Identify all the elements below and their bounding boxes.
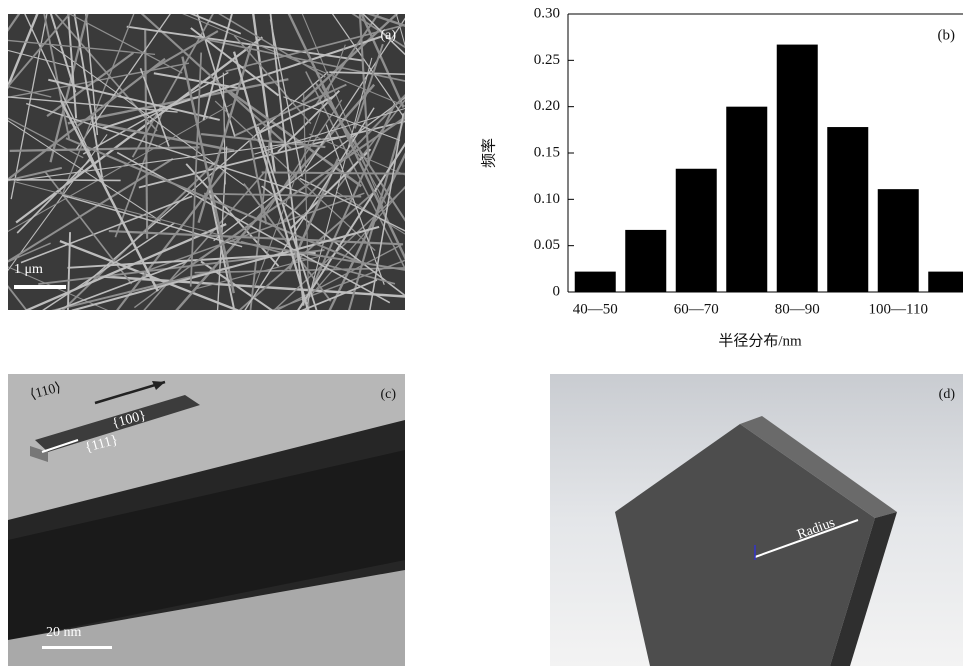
render-image [550, 374, 963, 666]
y-tick-label: 0.15 [534, 144, 560, 160]
scale-bar [14, 285, 66, 289]
y-tick-label: 0.25 [534, 52, 560, 68]
y-tick-label: 0.10 [534, 191, 560, 207]
scale-bar [42, 646, 112, 649]
x-axis-label: 半径分布/nm [718, 332, 802, 349]
bar [827, 127, 868, 292]
scale-label: 1 μm [14, 262, 43, 277]
bar [625, 230, 666, 292]
x-tick-label: 60—70 [674, 301, 719, 317]
tem-image [8, 374, 405, 666]
panel-label: (d) [939, 387, 956, 402]
bar [878, 189, 919, 292]
y-axis-label: 频率 [480, 138, 497, 168]
sem-image [0, 0, 523, 409]
y-tick-label: 0.30 [534, 5, 560, 21]
y-tick-label: 0.20 [534, 98, 560, 114]
bar [726, 107, 767, 292]
bar [928, 272, 963, 292]
bar [777, 45, 818, 292]
y-tick-label: 0 [553, 283, 561, 299]
panel-label: (c) [380, 387, 396, 402]
bar [575, 272, 616, 292]
histogram: (b) 半径分布/nm 频率 0 0.05 0.10 0.15 0.20 0.25 0.30… [480, 5, 963, 349]
panel-label: (a) [380, 28, 396, 43]
x-tick-label: 40—50 [573, 301, 618, 317]
panel-label: (b) [938, 27, 956, 43]
figure: (a) 1 μm (c) ⟨110⟩ {100} {111} 20 nm (d)… [0, 0, 963, 666]
bar [676, 169, 717, 292]
x-tick-label: 80—90 [775, 301, 820, 317]
y-tick-label: 0.05 [534, 237, 560, 253]
scale-label: 20 nm [46, 625, 82, 640]
x-tick-label: 100—110 [869, 301, 928, 317]
